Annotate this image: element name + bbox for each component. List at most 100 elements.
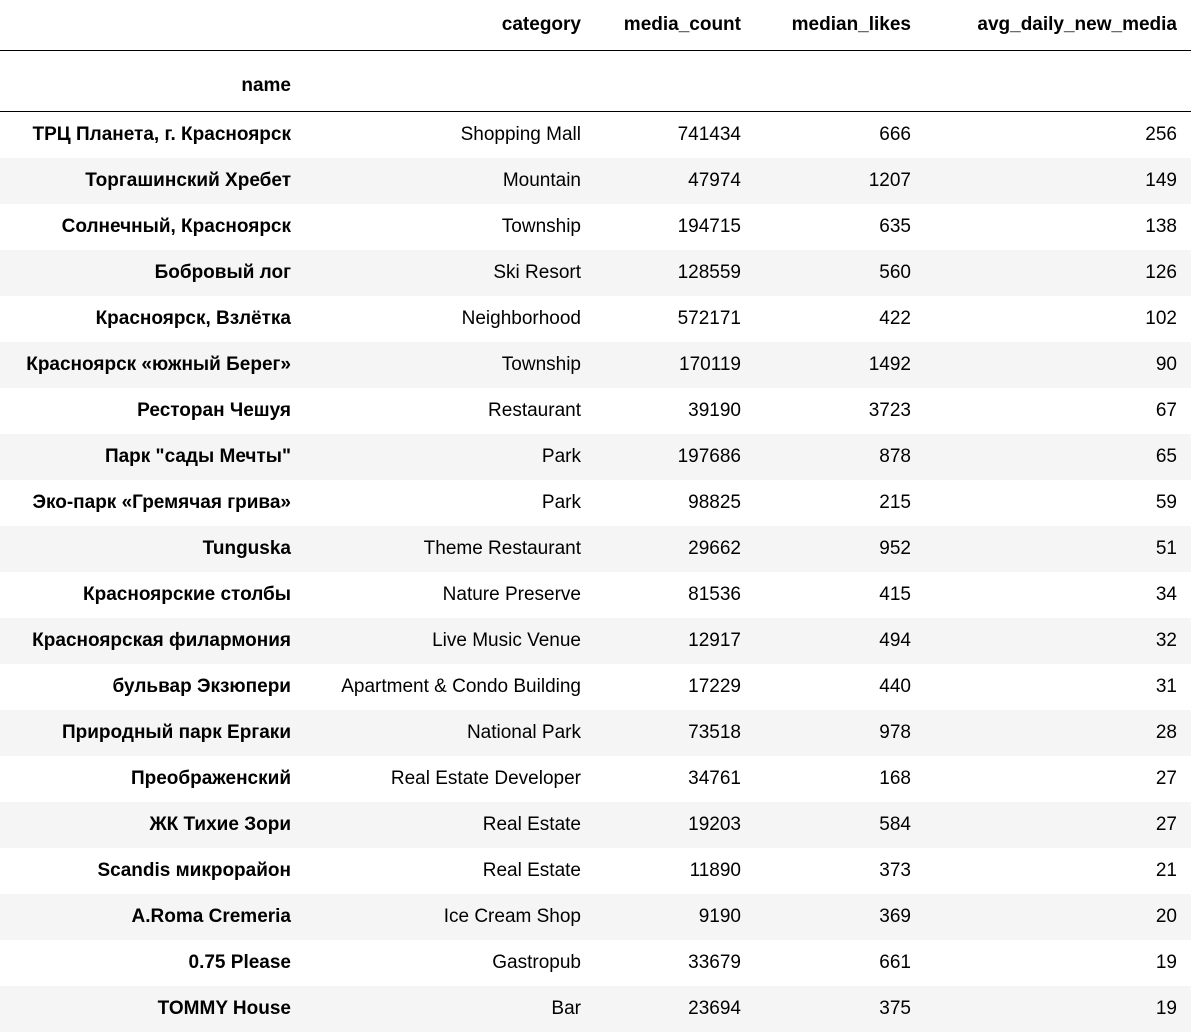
row-name: TOMMY House [0,986,305,1032]
cell-media-count: 194715 [595,204,755,250]
cell-category: Mountain [305,158,595,204]
table-row: A.Roma CremeriaIce Cream Shop919036920 [0,894,1191,940]
table-row: Бобровый логSki Resort128559560126 [0,250,1191,296]
cell-avg-daily-new-media: 51 [925,526,1191,572]
cell-median-likes: 1207 [755,158,925,204]
table-header: category media_count median_likes avg_da… [0,0,1191,112]
cell-avg-daily-new-media: 34 [925,572,1191,618]
cell-median-likes: 168 [755,756,925,802]
table-row: Красноярск, ВзлёткаNeighborhood572171422… [0,296,1191,342]
index-label: name [0,51,305,112]
header-blank [0,0,305,51]
cell-media-count: 19203 [595,802,755,848]
table-row: Красноярская филармонияLive Music Venue1… [0,618,1191,664]
cell-avg-daily-new-media: 21 [925,848,1191,894]
cell-category: National Park [305,710,595,756]
cell-avg-daily-new-media: 149 [925,158,1191,204]
row-name: Красноярск «южный Берег» [0,342,305,388]
cell-category: Bar [305,986,595,1032]
cell-category: Apartment & Condo Building [305,664,595,710]
row-name: бульвар Экзюпери [0,664,305,710]
cell-avg-daily-new-media: 19 [925,940,1191,986]
table-row: Эко-парк «Гремячая грива»Park9882521559 [0,480,1191,526]
cell-category: Ski Resort [305,250,595,296]
cell-median-likes: 415 [755,572,925,618]
table-row: ТРЦ Планета, г. КрасноярскShopping Mall7… [0,112,1191,159]
cell-median-likes: 422 [755,296,925,342]
cell-category: Restaurant [305,388,595,434]
table-row: ПреображенскийReal Estate Developer34761… [0,756,1191,802]
cell-category: Real Estate Developer [305,756,595,802]
cell-median-likes: 375 [755,986,925,1032]
cell-category: Gastropub [305,940,595,986]
header-category: category [305,0,595,51]
cell-avg-daily-new-media: 65 [925,434,1191,480]
cell-media-count: 33679 [595,940,755,986]
row-name: Красноярские столбы [0,572,305,618]
table-row: Красноярские столбыNature Preserve815364… [0,572,1191,618]
cell-media-count: 23694 [595,986,755,1032]
table-row: Красноярск «южный Берег»Township17011914… [0,342,1191,388]
table-row: Солнечный, КрасноярскTownship19471563513… [0,204,1191,250]
cell-media-count: 29662 [595,526,755,572]
cell-category: Park [305,480,595,526]
row-name: Природный парк Ергаки [0,710,305,756]
cell-median-likes: 666 [755,112,925,159]
cell-media-count: 128559 [595,250,755,296]
cell-media-count: 98825 [595,480,755,526]
table-row: Парк "сады Мечты"Park19768687865 [0,434,1191,480]
cell-median-likes: 661 [755,940,925,986]
cell-media-count: 11890 [595,848,755,894]
cell-category: Neighborhood [305,296,595,342]
table-row: TunguskaTheme Restaurant2966295251 [0,526,1191,572]
header-media-count: media_count [595,0,755,51]
cell-media-count: 9190 [595,894,755,940]
cell-media-count: 741434 [595,112,755,159]
cell-category: Shopping Mall [305,112,595,159]
cell-median-likes: 635 [755,204,925,250]
data-table: category media_count median_likes avg_da… [0,0,1191,1032]
row-name: Ресторан Чешуя [0,388,305,434]
row-name: Парк "сады Мечты" [0,434,305,480]
cell-avg-daily-new-media: 138 [925,204,1191,250]
cell-media-count: 73518 [595,710,755,756]
cell-median-likes: 369 [755,894,925,940]
cell-category: Live Music Venue [305,618,595,664]
table-row: ЖК Тихие ЗориReal Estate1920358427 [0,802,1191,848]
cell-media-count: 17229 [595,664,755,710]
cell-avg-daily-new-media: 28 [925,710,1191,756]
cell-median-likes: 560 [755,250,925,296]
cell-avg-daily-new-media: 27 [925,802,1191,848]
row-name: ТРЦ Планета, г. Красноярск [0,112,305,159]
cell-avg-daily-new-media: 256 [925,112,1191,159]
table-body: ТРЦ Планета, г. КрасноярскShopping Mall7… [0,112,1191,1032]
cell-category: Ice Cream Shop [305,894,595,940]
table-row: Scandis микрорайонReal Estate1189037321 [0,848,1191,894]
row-name: Преображенский [0,756,305,802]
cell-media-count: 197686 [595,434,755,480]
row-name: ЖК Тихие Зори [0,802,305,848]
header-avg-daily-new-media: avg_daily_new_media [925,0,1191,51]
cell-media-count: 572171 [595,296,755,342]
cell-median-likes: 584 [755,802,925,848]
cell-category: Nature Preserve [305,572,595,618]
cell-median-likes: 494 [755,618,925,664]
cell-media-count: 81536 [595,572,755,618]
cell-avg-daily-new-media: 59 [925,480,1191,526]
cell-median-likes: 978 [755,710,925,756]
cell-median-likes: 215 [755,480,925,526]
cell-avg-daily-new-media: 32 [925,618,1191,664]
cell-median-likes: 440 [755,664,925,710]
cell-media-count: 47974 [595,158,755,204]
cell-category: Park [305,434,595,480]
cell-avg-daily-new-media: 90 [925,342,1191,388]
cell-media-count: 39190 [595,388,755,434]
cell-category: Township [305,342,595,388]
cell-media-count: 170119 [595,342,755,388]
cell-category: Theme Restaurant [305,526,595,572]
cell-avg-daily-new-media: 20 [925,894,1191,940]
cell-median-likes: 1492 [755,342,925,388]
table-row: Торгашинский ХребетMountain479741207149 [0,158,1191,204]
row-name: Tunguska [0,526,305,572]
cell-avg-daily-new-media: 102 [925,296,1191,342]
